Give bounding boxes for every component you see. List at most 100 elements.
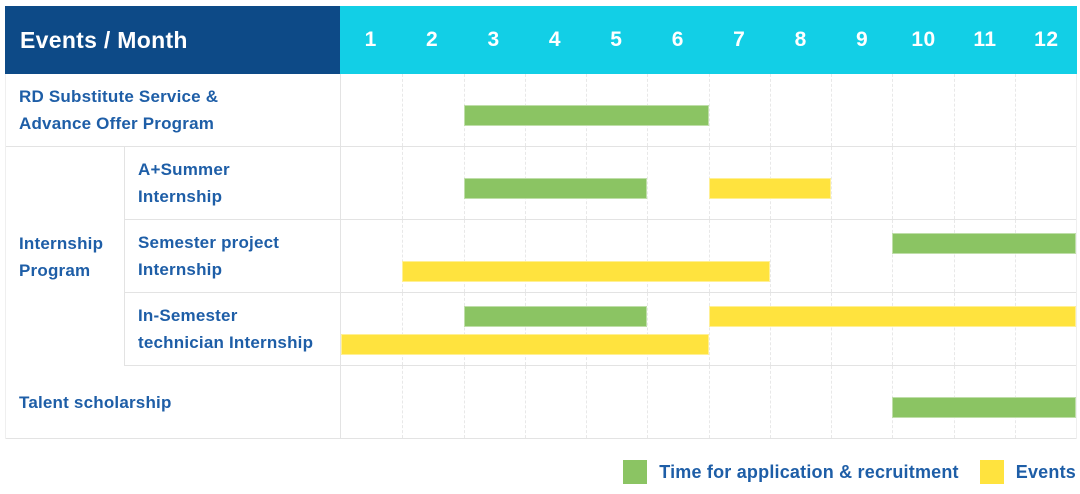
row-label: Semester project Internship: [125, 220, 341, 292]
month-gridline: [647, 293, 649, 365]
label-line: Internship: [138, 260, 223, 279]
month-gridline: [831, 147, 832, 219]
month-gridline: [647, 366, 649, 438]
row-label: A+Summer Internship: [125, 147, 341, 219]
month-gridline: [769, 220, 771, 292]
month-gridline: [1014, 220, 1016, 292]
month-gridline: [647, 220, 649, 292]
month-label: 11: [973, 28, 997, 51]
month-gridline: [463, 366, 465, 438]
month-gridline: [953, 74, 955, 146]
application-bar: [463, 178, 648, 199]
label-line: A+Summer: [138, 160, 230, 179]
month-label: 10: [911, 28, 936, 51]
application-bar: [463, 306, 648, 327]
month-label: 2: [426, 28, 439, 51]
month-gridline: [402, 74, 404, 146]
month-gridline: [892, 74, 894, 146]
month-gridline: [892, 147, 894, 219]
month-label: 4: [548, 28, 562, 51]
month-gridline: [831, 293, 832, 365]
group-rows: A+Summer Internship Semester project Intern…: [125, 147, 1076, 366]
month-gridline: [708, 293, 710, 365]
month-gridline: [769, 293, 771, 365]
month-gridline: [708, 74, 710, 146]
gantt-body: RD Substitute Service & Advance Offer Pro…: [5, 74, 1077, 439]
application-bar: [463, 105, 709, 126]
application-legend-label: Time for application & recruitment: [659, 461, 959, 482]
group-label: Internship Program: [6, 147, 125, 366]
month-gridline: [524, 220, 526, 292]
row-timeline: [341, 220, 1076, 292]
month-gridline: [524, 366, 526, 438]
month-label: 6: [671, 28, 684, 51]
month-label: 9: [855, 28, 869, 51]
label-line: Internship: [19, 233, 104, 253]
month-gridline: [831, 220, 832, 292]
event-legend-swatch: [979, 460, 1004, 484]
row-timeline: [341, 74, 1076, 146]
month-gridline: [708, 220, 710, 292]
month-gridline: [647, 147, 649, 219]
month-gridline: [1014, 147, 1016, 219]
row-label: RD Substitute Service & Advance Offer Pro…: [6, 74, 341, 146]
month-gridline: [586, 220, 587, 292]
month-gridline: [402, 220, 404, 292]
gantt-row: Talent scholarship: [6, 366, 1076, 439]
month-gridline: [769, 366, 771, 438]
month-label: 5: [610, 28, 623, 51]
label-line: Talent scholarship: [19, 392, 172, 412]
gantt-row: A+Summer Internship: [125, 147, 1076, 220]
month-gridline: [402, 366, 404, 438]
month-gridline: [586, 366, 587, 438]
table-header: Events / Month 1 2 3 4 5 6 7 8 9 10 11 12: [5, 6, 1077, 74]
gantt-row: RD Substitute Service & Advance Offer Pro…: [6, 74, 1076, 147]
month-gridline: [524, 293, 526, 365]
gantt-row: In-Semester technician Internship: [125, 293, 1076, 366]
month-gridline: [831, 74, 832, 146]
label-line: technician Internship: [138, 333, 314, 352]
label-line: Semester project: [138, 233, 280, 252]
month-label: 7: [733, 28, 746, 51]
month-gridline: [953, 293, 955, 365]
month-gridline: [892, 293, 894, 365]
month-gridline: [892, 220, 894, 292]
event-bar: [708, 306, 1076, 327]
group-section: Internship Program A+Summer Internship Semes…: [6, 147, 1076, 366]
event-bar: [341, 334, 709, 355]
month-gridline: [769, 74, 771, 146]
row-label: In-Semester technician Internship: [125, 293, 341, 365]
month-gridline: [1014, 293, 1016, 365]
row-label: Talent scholarship: [6, 366, 341, 438]
gantt-row: Semester project Internship: [125, 220, 1076, 293]
month-gridline: [708, 366, 710, 438]
month-header-row: 1 2 3 4 5 6 7 8 9 10 11 12: [340, 6, 1077, 74]
label-line: Program: [19, 260, 91, 280]
month-gridline: [586, 293, 587, 365]
schedule-table: Events / Month 1 2 3 4 5 6 7 8 9 10 11 12 RD Substi…: [5, 6, 1077, 439]
month-gridline: [402, 147, 404, 219]
row-timeline: [341, 293, 1076, 365]
month-gridline: [831, 366, 832, 438]
event-bar: [402, 261, 770, 282]
month-gridline: [1014, 74, 1016, 146]
label-line: Advance Offer Program: [19, 114, 215, 133]
row-timeline: [341, 366, 1076, 438]
application-legend-swatch: [623, 460, 648, 484]
event-legend-label: Events: [1015, 461, 1076, 482]
month-label: 1: [364, 28, 377, 51]
label-line: RD Substitute Service &: [19, 87, 219, 106]
events-month-header: Events / Month: [5, 6, 340, 74]
month-gridline: [463, 293, 465, 365]
month-gridline: [953, 220, 955, 292]
application-bar: [892, 233, 1076, 254]
month-label: 8: [794, 28, 807, 51]
month-gridline: [463, 220, 465, 292]
label-line: In-Semester: [138, 306, 238, 325]
event-bar: [708, 178, 831, 199]
label-line: Internship: [138, 187, 223, 206]
chart-legend: Time for application & recruitment Event…: [623, 457, 1076, 487]
row-timeline: [341, 147, 1076, 219]
month-gridline: [953, 147, 955, 219]
month-label: 12: [1034, 28, 1059, 51]
